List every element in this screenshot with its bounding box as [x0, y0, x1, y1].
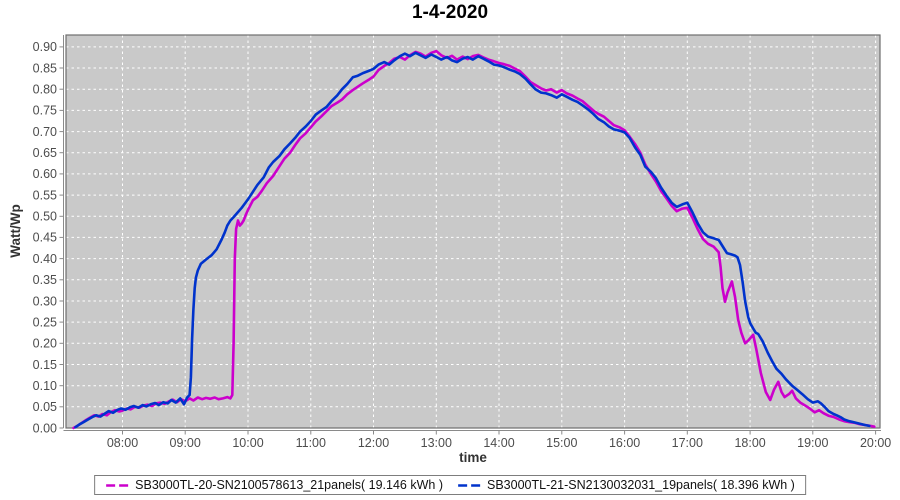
legend-label-sb3000tl-21: SB3000TL-21-SN2130032031_19panels( 18.39…	[487, 478, 795, 492]
series-line-0	[72, 49, 876, 430]
y-tick-label: 0.00	[33, 421, 57, 435]
legend: SB3000TL-20-SN2100578613_21panels( 19.14…	[94, 475, 806, 495]
y-tick-label: 0.90	[33, 40, 57, 54]
legend-label-sb3000tl-20: SB3000TL-20-SN2100578613_21panels( 19.14…	[135, 478, 443, 492]
magenta-line-swatch-icon	[106, 483, 131, 487]
plot-background	[66, 35, 880, 428]
y-tick-label: 0.10	[33, 379, 57, 393]
x-tick-label: 13:00	[421, 436, 452, 450]
y-tick-label: 0.85	[33, 61, 57, 75]
y-tick-label: 0.55	[33, 188, 57, 202]
y-tick-label: 0.80	[33, 83, 57, 97]
plot-frame	[65, 34, 881, 429]
y-tick-label: 0.05	[33, 400, 57, 414]
y-axis-title: Watt/Wp	[8, 204, 23, 257]
legend-item-sb3000tl-20: SB3000TL-20-SN2100578613_21panels( 19.14…	[105, 478, 443, 492]
x-tick-label: 18:00	[734, 436, 765, 450]
y-tick-label: 0.35	[33, 273, 57, 287]
y-tick-label: 0.15	[33, 358, 57, 372]
plot-border	[65, 34, 881, 429]
y-tick-label: 0.50	[33, 210, 57, 224]
y-tick-label: 0.45	[33, 231, 57, 245]
y-tick-label: 0.75	[33, 104, 57, 118]
x-axis-title: time	[459, 450, 487, 465]
legend-item-sb3000tl-21: SB3000TL-21-SN2130032031_19panels( 18.39…	[457, 478, 795, 492]
y-tick-label: 0.65	[33, 146, 57, 160]
y-tick-label: 0.25	[33, 315, 57, 329]
x-tick-label: 20:00	[860, 436, 891, 450]
y-tick-label: 0.60	[33, 167, 57, 181]
x-tick-label: 09:00	[170, 436, 201, 450]
blue-line-swatch-icon	[458, 483, 482, 487]
x-tick-label: 15:00	[546, 436, 577, 450]
tick-labels: 0.00 0.05 0.10 0.15 0.20 0.25 0.30 0.35 0.40 0.45…	[33, 40, 892, 450]
y-tick-label: 0.30	[33, 294, 57, 308]
y-tick-label: 0.20	[33, 337, 57, 351]
y-tick-label: 0.70	[33, 125, 57, 139]
x-tick-label: 14:00	[483, 436, 514, 450]
x-tick-label: 16:00	[609, 436, 640, 450]
chart-title: 1-4-2020	[411, 2, 489, 23]
x-tick-label: 12:00	[358, 436, 389, 450]
x-tick-label: 08:00	[107, 436, 138, 450]
x-tick-label: 11:00	[296, 436, 326, 450]
x-tick-label: 19:00	[797, 436, 828, 450]
data-series-lines	[72, 49, 876, 430]
y-tick-label: 0.40	[33, 252, 57, 266]
axis-lines-and-ticks	[59, 35, 881, 435]
x-tick-label: 17:00	[672, 436, 703, 450]
x-tick-label: 10:00	[232, 436, 263, 450]
series-line-1	[74, 51, 871, 429]
plot-area	[66, 35, 880, 428]
